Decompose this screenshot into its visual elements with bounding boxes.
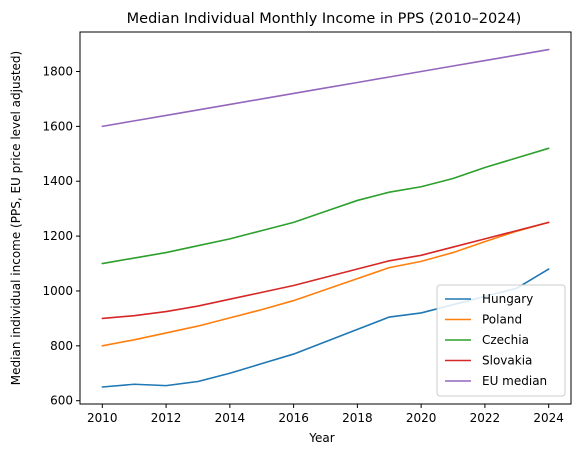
y-tick-label: 1800	[42, 65, 73, 79]
x-tick-label: 2014	[215, 411, 246, 425]
legend-label-eu-median: EU median	[482, 374, 547, 388]
series-line-czechia	[101, 147, 550, 265]
y-tick-label: 1200	[42, 229, 73, 243]
legend-label-slovakia: Slovakia	[482, 354, 532, 368]
series-line-poland	[101, 221, 550, 347]
x-tick-label: 2024	[533, 411, 564, 425]
x-tick-label: 2022	[470, 411, 501, 425]
y-tick-label: 800	[50, 339, 73, 353]
y-tick-label: 600	[50, 394, 73, 408]
x-tick-label: 2016	[278, 411, 309, 425]
legend-label-czechia: Czechia	[482, 333, 529, 347]
plot-area	[79, 31, 572, 405]
x-tick-label: 2012	[151, 411, 182, 425]
legend-frame	[436, 284, 566, 397]
y-axis-label: Median individual income (PPS, EU price …	[9, 51, 23, 385]
x-axis-label: Year	[308, 431, 334, 445]
series-line-eu-median	[101, 48, 550, 128]
x-axis: 2010 2012 2014 2016 2018 2020 2022 2024	[87, 404, 564, 425]
y-axis: 600 800 1000 1200 1400 1600 1800	[42, 65, 80, 408]
legend: Hungary Poland Czechia Slovakia EU median	[436, 284, 566, 397]
y-tick-label: 1000	[42, 284, 73, 298]
y-tick-label: 1400	[42, 174, 73, 188]
legend-label-hungary: Hungary	[482, 292, 533, 306]
x-tick-label: 2018	[342, 411, 373, 425]
y-tick-label: 1600	[42, 119, 73, 133]
series-line-slovakia	[101, 221, 550, 320]
x-tick-label: 2020	[406, 411, 437, 425]
x-tick-label: 2010	[87, 411, 118, 425]
chart-title: Median Individual Monthly Income in PPS …	[127, 11, 522, 27]
legend-label-poland: Poland	[482, 313, 522, 327]
